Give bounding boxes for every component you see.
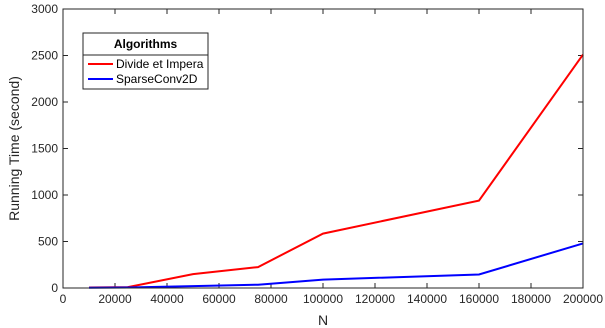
x-tick-label: 160000 [459,292,499,306]
x-tick-label: 120000 [355,292,395,306]
y-tick-label: 500 [38,235,58,249]
legend-label-divide-et-impera: Divide et Impera [116,57,204,71]
y-tick-label: 0 [51,281,58,295]
x-tick-label: 200000 [563,292,603,306]
legend-title: Algorithms [114,37,178,51]
x-tick-label: 180000 [511,292,551,306]
x-tick-label: 80000 [254,292,288,306]
x-tick-label: 40000 [150,292,184,306]
x-tick-label: 60000 [202,292,236,306]
series-line-1 [88,242,584,289]
x-tick-label: 100000 [303,292,343,306]
legend: Algorithms Divide et Impera SparseConv2D [82,32,209,90]
plot-frame [62,8,584,289]
x-tick-label: 20000 [98,292,132,306]
y-axis-label: Running Time (second) [6,76,22,221]
x-tick-label: 140000 [407,292,447,306]
tick-layer: 0 20000 40000 60000 80000 100000 120000 140000 1… [31,2,603,306]
y-tick-label: 1000 [31,188,58,202]
x-axis-label: N [318,312,328,328]
series-line-0 [88,54,584,289]
x-tick-label: 0 [60,292,67,306]
y-tick-label: 2000 [31,95,58,109]
series-layer [88,54,584,289]
y-tick-label: 1500 [31,142,58,156]
y-tick-label: 3000 [31,2,58,16]
y-tick-label: 2500 [31,49,58,63]
legend-label-sparseconv2d: SparseConv2D [116,72,198,86]
